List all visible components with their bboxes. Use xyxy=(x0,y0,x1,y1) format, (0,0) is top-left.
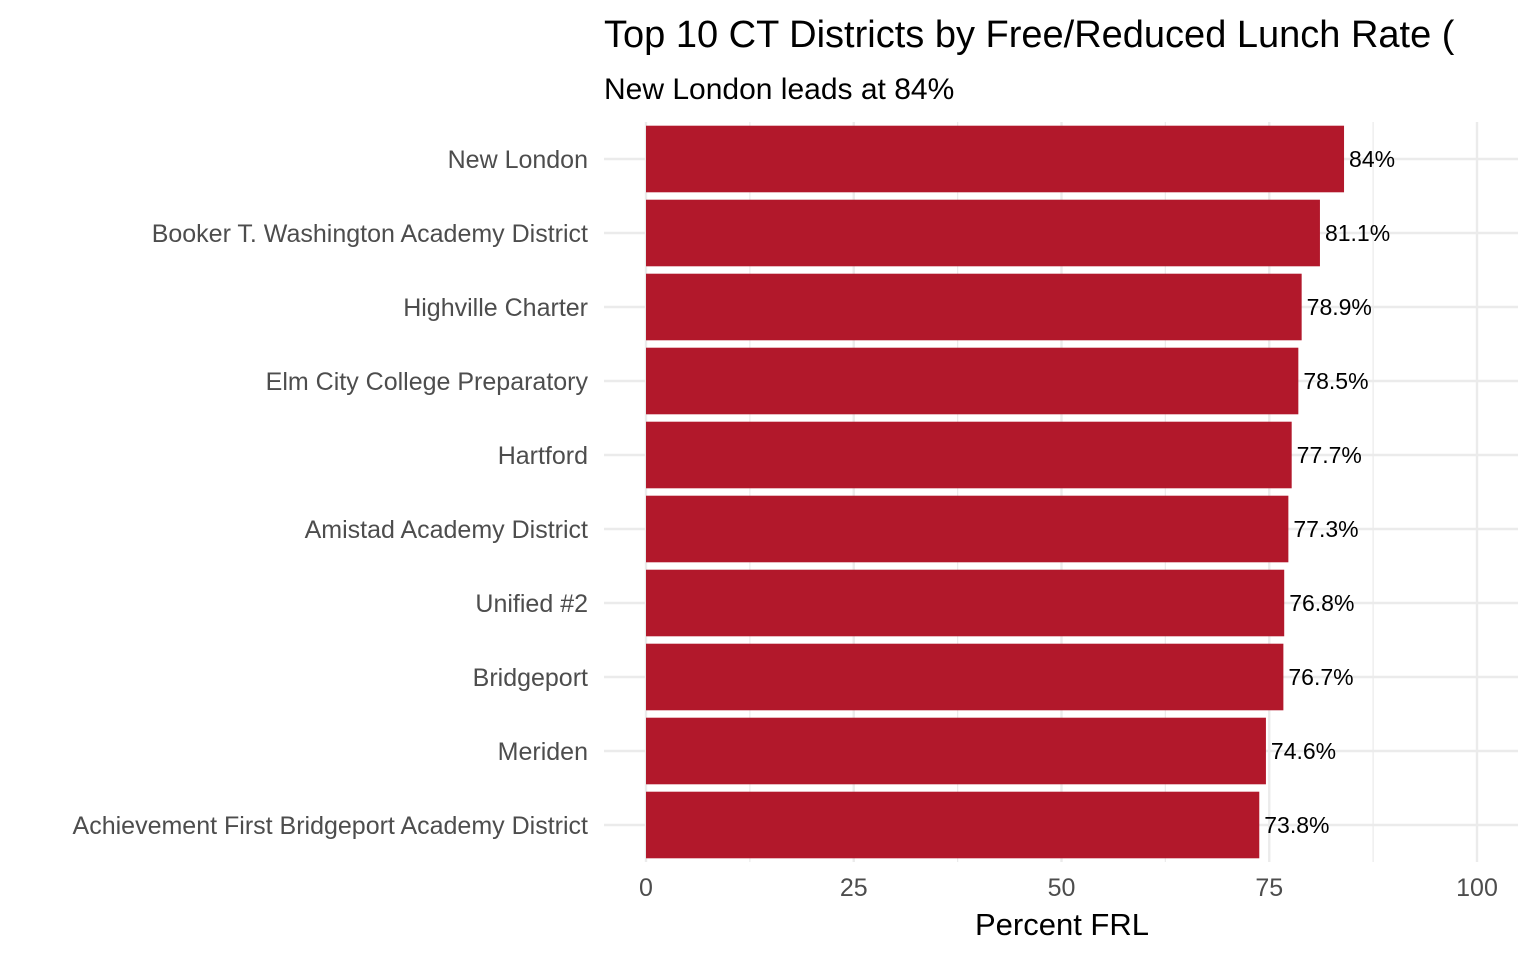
chart-subtitle: New London leads at 84% xyxy=(604,73,954,106)
data-label: 78.9% xyxy=(1307,294,1372,320)
y-tick-label: Elm City College Preparatory xyxy=(266,368,589,396)
y-tick-label: Meriden xyxy=(498,738,588,766)
bar xyxy=(646,495,1289,563)
bar xyxy=(646,125,1345,193)
x-axis: 0 25 50 75 100 xyxy=(639,874,1498,902)
y-tick-label: New London xyxy=(448,146,588,174)
y-tick-label: Unified #2 xyxy=(475,590,588,618)
y-tick-label: Booker T. Washington Academy District xyxy=(152,220,588,248)
bar xyxy=(646,643,1284,711)
data-labels: 84% 81.1% 78.9% 78.5% 77.7% 77.3% 76.8% 76.7% 74… xyxy=(1264,146,1395,838)
y-tick-label: Highville Charter xyxy=(403,294,588,322)
bars xyxy=(646,125,1345,859)
data-label: 76.7% xyxy=(1288,664,1353,690)
x-tick-label: 50 xyxy=(1048,874,1076,902)
bar xyxy=(646,421,1292,489)
data-label: 76.8% xyxy=(1289,590,1354,616)
y-tick-label: Hartford xyxy=(498,442,588,470)
y-tick-label: Achievement First Bridgeport Academy Dis… xyxy=(73,812,589,840)
data-label: 81.1% xyxy=(1325,220,1390,246)
bar xyxy=(646,791,1260,859)
x-axis-label: Percent FRL xyxy=(975,907,1149,942)
bar xyxy=(646,347,1299,415)
data-label: 74.6% xyxy=(1271,738,1336,764)
y-axis: New London Booker T. Washington Academy D… xyxy=(73,146,589,840)
data-label: 78.5% xyxy=(1303,368,1368,394)
x-tick-label: 75 xyxy=(1255,874,1283,902)
x-tick-label: 100 xyxy=(1456,874,1498,902)
x-tick-label: 0 xyxy=(639,874,653,902)
bar xyxy=(646,717,1266,785)
y-tick-label: Bridgeport xyxy=(473,664,588,692)
bar xyxy=(646,569,1285,637)
data-label: 77.3% xyxy=(1293,516,1358,542)
data-label: 84% xyxy=(1349,146,1395,172)
y-tick-label: Amistad Academy District xyxy=(305,516,588,544)
bar xyxy=(646,199,1320,267)
data-label: 73.8% xyxy=(1264,812,1329,838)
x-tick-label: 25 xyxy=(840,874,868,902)
data-label: 77.7% xyxy=(1297,442,1362,468)
bar xyxy=(646,273,1302,341)
chart-title: Top 10 CT Districts by Free/Reduced Lunc… xyxy=(604,14,1455,56)
